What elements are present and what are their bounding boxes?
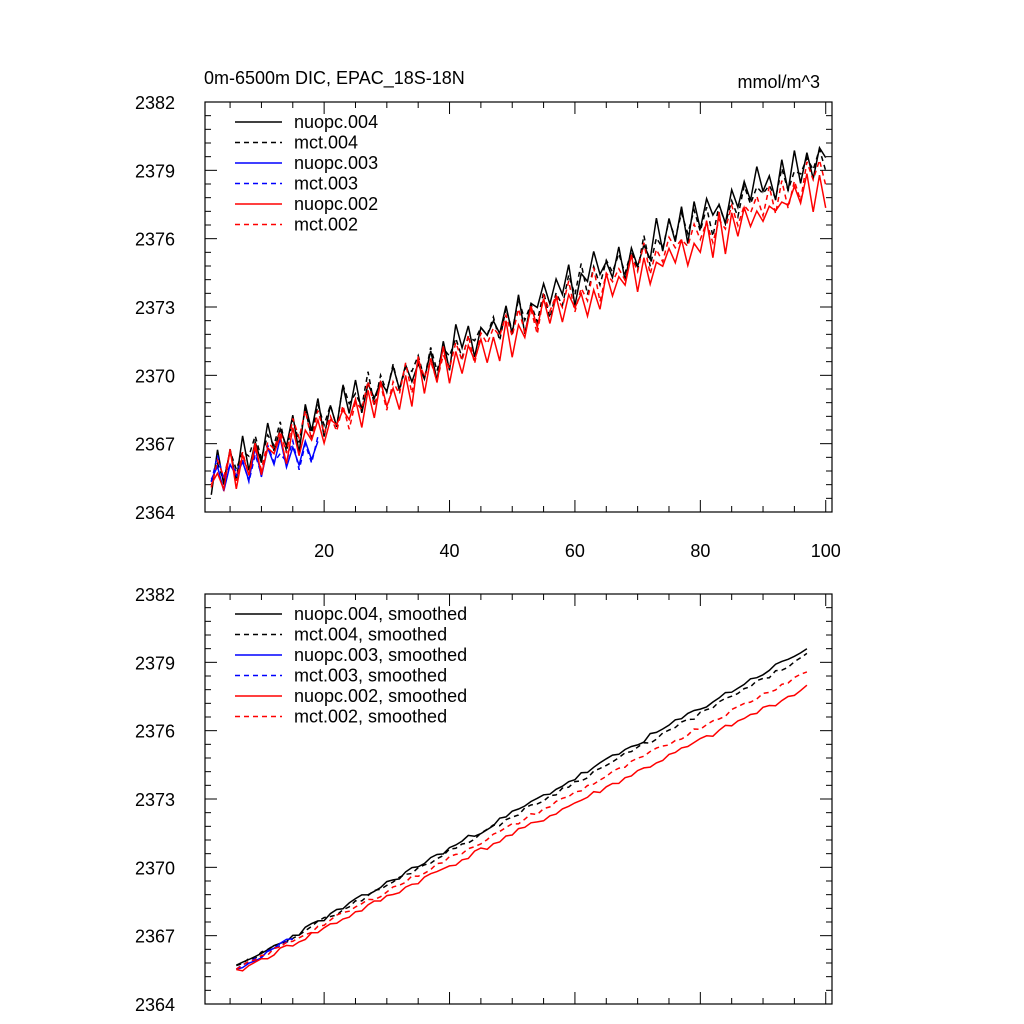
plot-frame xyxy=(204,101,833,513)
x-tick-label: 100 xyxy=(811,541,841,561)
y-tick-label: 2364 xyxy=(135,503,175,523)
series-line-mct-004-smoothed xyxy=(236,652,808,967)
x-tick-label: 80 xyxy=(690,541,710,561)
series-line-nuopc-004 xyxy=(210,145,827,495)
legend-label: nuopc.004, smoothed xyxy=(294,604,467,624)
y-tick-label: 2382 xyxy=(135,93,175,113)
y-tick-label: 2376 xyxy=(135,722,175,742)
x-tick-label: 40 xyxy=(440,541,460,561)
legend-label: nuopc.004 xyxy=(294,112,378,132)
legend-label: nuopc.002, smoothed xyxy=(294,686,467,706)
units-label: mmol/m^3 xyxy=(738,72,820,92)
legend-label: nuopc.002 xyxy=(294,194,378,214)
y-tick-label: 2370 xyxy=(135,366,175,386)
x-tick-label: 60 xyxy=(565,541,585,561)
series-line-nuopc-002 xyxy=(210,173,827,493)
series-line-nuopc-002-smoothed xyxy=(236,684,808,972)
legend-label: mct.003, smoothed xyxy=(294,666,447,686)
y-tick-label: 2379 xyxy=(135,161,175,181)
series-line-nuopc-004-smoothed xyxy=(235,648,808,966)
y-tick-label: 2364 xyxy=(135,995,175,1015)
y-tick-label: 2373 xyxy=(135,298,175,318)
bottom-chart-panel: 2364 2367 2370 2373 2376 2379 2382 nuopc.004, … xyxy=(135,585,833,1015)
series-line-mct-002 xyxy=(210,157,827,488)
legend-label: nuopc.003 xyxy=(294,153,378,173)
legend-label: mct.003 xyxy=(294,174,358,194)
plot-frame xyxy=(204,593,833,1005)
legend-label: mct.004 xyxy=(294,133,358,153)
series-line-nuopc-003-smoothed xyxy=(236,938,293,971)
y-tick-label: 2379 xyxy=(135,653,175,673)
legend-label: mct.002, smoothed xyxy=(294,707,447,727)
y-tick-label: 2370 xyxy=(135,858,175,878)
y-tick-label: 2382 xyxy=(135,585,175,605)
series-line-mct-004 xyxy=(210,146,827,484)
series-line-mct-002-smoothed xyxy=(235,671,808,970)
chart-title: 0m-6500m DIC, EPAC_18S-18N xyxy=(204,68,465,89)
y-tick-label: 2367 xyxy=(135,435,175,455)
legend-label: mct.004, smoothed xyxy=(294,625,447,645)
top-chart-panel: 0m-6500m DIC, EPAC_18S-18N mmol/m^3 2364… xyxy=(135,68,841,561)
legend-label: nuopc.003, smoothed xyxy=(294,645,467,665)
y-tick-label: 2373 xyxy=(135,790,175,810)
x-tick-label: 20 xyxy=(314,541,334,561)
series-line-mct-003 xyxy=(210,436,319,485)
legend-label: mct.002 xyxy=(294,215,358,235)
y-tick-label: 2367 xyxy=(135,927,175,947)
y-tick-label: 2376 xyxy=(135,230,175,250)
